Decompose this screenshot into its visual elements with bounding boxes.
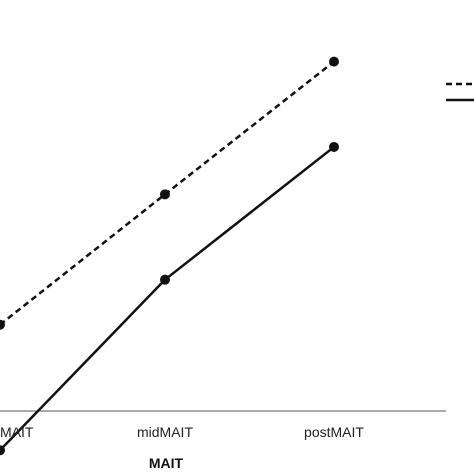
series-layer — [0, 56, 339, 456]
data-point-dashed-postmait — [329, 56, 339, 67]
x-tick-label-premait: MAIT — [0, 424, 34, 440]
data-point-solid-premait — [0, 445, 5, 456]
data-point-dashed-midmait — [160, 189, 170, 200]
x-tick-label-midmait: midMAIT — [137, 424, 193, 440]
x-tick-label-postmait: postMAIT — [304, 424, 364, 440]
data-point-solid-midmait — [160, 274, 170, 285]
legend — [446, 82, 474, 102]
data-point-solid-postmait — [329, 141, 339, 152]
x-axis-title: MAIT — [149, 455, 184, 471]
data-point-dashed-premait — [0, 319, 5, 330]
